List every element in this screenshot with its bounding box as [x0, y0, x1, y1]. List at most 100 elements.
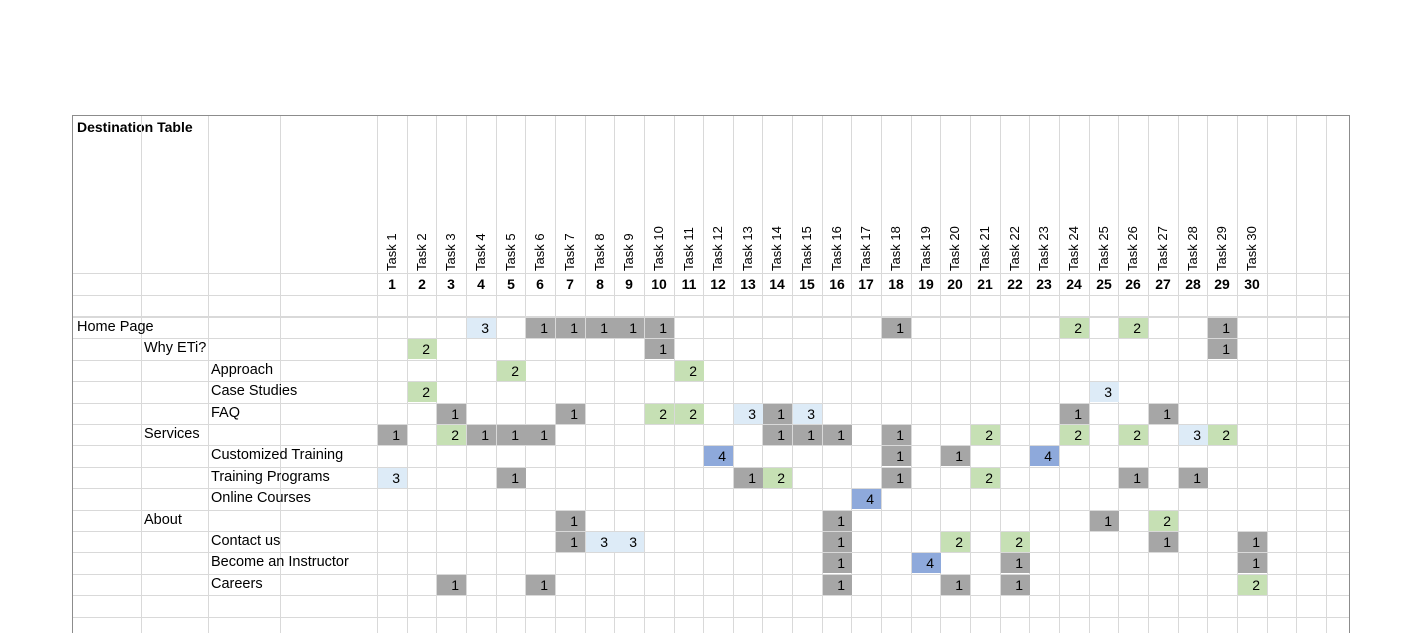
- grid-vline: [792, 115, 793, 633]
- grid-hline: [72, 317, 1349, 318]
- table-cell: 4: [852, 489, 881, 509]
- task-number: 9: [625, 276, 633, 292]
- grid-vline: [555, 115, 556, 633]
- table-cell: 1: [556, 404, 585, 424]
- task-number: 3: [447, 276, 455, 292]
- grid-vline: [1207, 115, 1208, 633]
- grid-hline: [72, 316, 1349, 317]
- task-number: 26: [1125, 276, 1141, 292]
- task-number: 17: [858, 276, 874, 292]
- table-cell: 1: [823, 425, 852, 445]
- row-label: Online Courses: [211, 490, 311, 506]
- task-number: 11: [681, 276, 697, 292]
- table-cell: 1: [645, 339, 674, 359]
- row-label: Approach: [211, 362, 274, 378]
- grid-hline: [72, 273, 1349, 274]
- grid-hline: [72, 445, 1349, 446]
- task-number: 24: [1066, 276, 1082, 292]
- table-cell: 1: [1208, 339, 1237, 359]
- table-cell: 1: [1149, 532, 1178, 552]
- task-header: Task 2: [414, 233, 429, 271]
- task-header: Task 6: [532, 233, 547, 271]
- table-border-left: [72, 115, 73, 633]
- table-cell: 2: [1238, 575, 1267, 595]
- table-cell: 2: [941, 532, 970, 552]
- grid-vline: [911, 115, 912, 633]
- task-header: Task 25: [1096, 226, 1111, 271]
- table-cell: 1: [1149, 404, 1178, 424]
- grid-vline: [377, 115, 378, 633]
- grid-hline: [72, 488, 1349, 489]
- grid-vline: [1267, 115, 1268, 633]
- task-number: 18: [888, 276, 904, 292]
- grid-vline: [436, 115, 437, 633]
- row-label: Customized Training: [211, 447, 344, 463]
- table-cell: 1: [1238, 553, 1267, 573]
- row-label: Why ETi?: [144, 340, 207, 356]
- table-cell: 1: [437, 575, 466, 595]
- grid-vline: [1029, 115, 1030, 633]
- task-number: 6: [536, 276, 544, 292]
- task-number: 10: [651, 276, 667, 292]
- table-cell: 2: [497, 361, 526, 381]
- grid-hline: [72, 424, 1349, 425]
- table-cell: 1: [763, 404, 792, 424]
- task-header: Task 28: [1185, 226, 1200, 271]
- task-number: 16: [829, 276, 845, 292]
- table-cell: 1: [526, 425, 555, 445]
- grid-vline: [1000, 115, 1001, 633]
- table-cell: 2: [1060, 425, 1089, 445]
- table-cell: 2: [1208, 425, 1237, 445]
- grid-hline: [72, 595, 1349, 596]
- table-border-top: [72, 115, 1350, 116]
- task-number: 15: [799, 276, 815, 292]
- grid-vline: [1178, 115, 1179, 633]
- grid-vline: [496, 115, 497, 633]
- grid-vline: [1118, 115, 1119, 633]
- table-cell: 1: [882, 446, 911, 466]
- grid-hline: [72, 338, 1349, 339]
- task-header: Task 18: [888, 226, 903, 271]
- table-cell: 1: [556, 511, 585, 531]
- table-cell: 1: [882, 425, 911, 445]
- task-number: 20: [947, 276, 963, 292]
- table-cell: 2: [675, 361, 704, 381]
- grid-vline: [614, 115, 615, 633]
- table-cell: 2: [763, 468, 792, 488]
- table-cell: 1: [497, 425, 526, 445]
- grid-vline: [940, 115, 941, 633]
- table-cell: 3: [586, 532, 615, 552]
- table-cell: 4: [1030, 446, 1059, 466]
- task-number: 5: [507, 276, 515, 292]
- task-number: 22: [1007, 276, 1023, 292]
- task-number: 14: [769, 276, 785, 292]
- table-cell: 1: [497, 468, 526, 488]
- grid-vline: [970, 115, 971, 633]
- task-header: Task 11: [681, 227, 696, 271]
- table-cell: 1: [1238, 532, 1267, 552]
- task-number: 25: [1096, 276, 1112, 292]
- task-number: 2: [418, 276, 426, 292]
- task-header: Task 3: [443, 233, 458, 271]
- table-cell: 4: [912, 553, 941, 573]
- table-cell: 1: [378, 425, 407, 445]
- table-cell: 2: [1001, 532, 1030, 552]
- task-header: Task 4: [473, 233, 488, 271]
- grid-vline: [1059, 115, 1060, 633]
- row-label: Become an Instructor: [211, 554, 349, 570]
- grid-hline: [72, 574, 1349, 575]
- task-number: 30: [1244, 276, 1260, 292]
- grid-vline: [1148, 115, 1149, 633]
- grid-vline: [1237, 115, 1238, 633]
- task-number: 19: [918, 276, 934, 292]
- table-cell: 1: [1060, 404, 1089, 424]
- table-cell: 1: [823, 553, 852, 573]
- row-label: About: [144, 512, 182, 528]
- task-header: Task 19: [918, 226, 933, 271]
- table-cell: 1: [645, 318, 674, 338]
- table-cell: 1: [941, 575, 970, 595]
- table-border-right: [1349, 115, 1350, 633]
- table-cell: 1: [586, 318, 615, 338]
- row-label: Contact us: [211, 533, 281, 549]
